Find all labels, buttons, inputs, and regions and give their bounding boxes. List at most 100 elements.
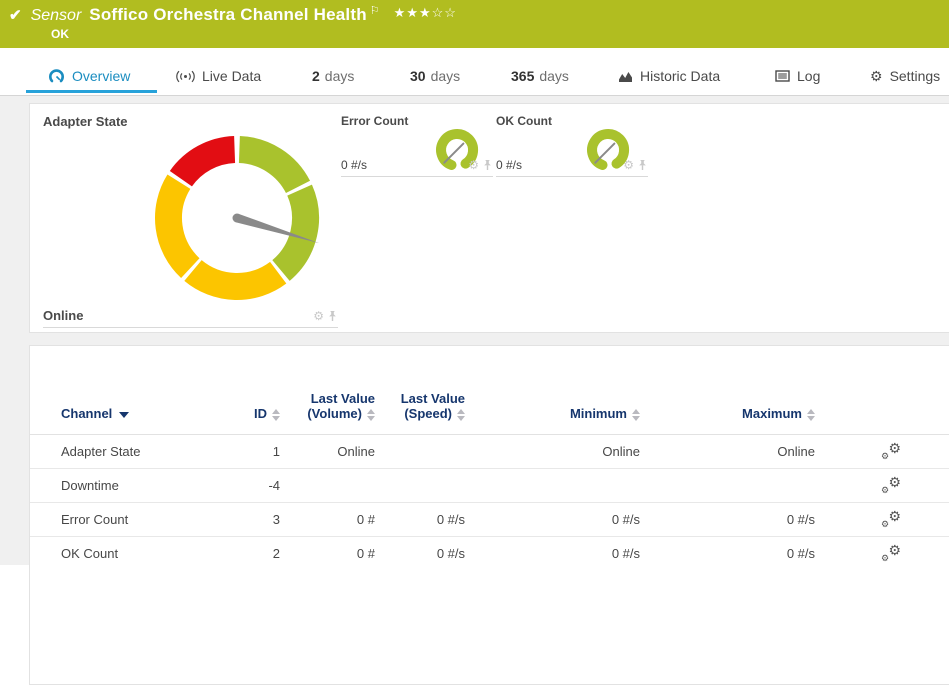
gauges-panel: Adapter State Online ⚙ Error Count 0 #/s… bbox=[29, 103, 949, 333]
column-header-id[interactable]: ID bbox=[245, 346, 280, 435]
gauge-current-value: 0 #/s bbox=[496, 158, 523, 172]
tab-settings[interactable]: ⚙ Settings bbox=[870, 63, 940, 89]
tab-overview[interactable]: Overview bbox=[48, 63, 130, 89]
table-header-row: Channel ID Last Value (Volume) Last Value… bbox=[30, 346, 949, 435]
cell-last-volume: Online bbox=[337, 444, 375, 459]
tab-label: Live Data bbox=[202, 68, 262, 84]
channels-table: Channel ID Last Value (Volume) Last Value… bbox=[30, 346, 949, 570]
cell-last-speed bbox=[375, 435, 465, 469]
gauge-title: OK Count bbox=[496, 114, 552, 128]
cell-minimum: 0 #/s bbox=[611, 512, 640, 527]
sort-icon bbox=[272, 408, 280, 421]
gauge-current-value: 0 #/s bbox=[341, 158, 368, 172]
tab-number: 30 bbox=[410, 68, 426, 84]
cell-maximum bbox=[640, 469, 815, 503]
table-row: OK Count 2 0 # 0 #/s 0 #/s 0 #/s ⚙ ⚙ bbox=[30, 536, 949, 571]
content-area: Adapter State Online ⚙ Error Count 0 #/s… bbox=[0, 96, 949, 685]
gear-icon[interactable]: ⚙ bbox=[623, 158, 634, 172]
sort-icon bbox=[632, 408, 640, 421]
cell-channel: Downtime bbox=[61, 478, 119, 493]
cell-last-volume: 0 # bbox=[356, 512, 375, 527]
sort-desc-icon bbox=[119, 411, 130, 418]
log-icon bbox=[775, 70, 790, 82]
tab-bar: Overview Live Data 2 days 30 days 365 da… bbox=[0, 48, 949, 96]
tab-365-days[interactable]: 365 days bbox=[511, 63, 569, 89]
tab-live-data[interactable]: Live Data bbox=[176, 63, 261, 89]
channels-table-panel: Channel ID Last Value (Volume) Last Value… bbox=[29, 345, 949, 685]
channel-settings-icon[interactable]: ⚙ ⚙ bbox=[881, 473, 901, 495]
tab-label: Overview bbox=[72, 68, 131, 84]
cell-last-speed: 0 #/s bbox=[436, 546, 465, 561]
tab-label: days bbox=[539, 68, 569, 84]
active-tab-underline bbox=[26, 90, 157, 93]
sensor-status-header: ✔ Sensor Soffico Orchestra Channel Healt… bbox=[0, 0, 949, 48]
cell-last-volume bbox=[280, 469, 375, 503]
column-header-last-value-volume[interactable]: Last Value (Volume) bbox=[307, 391, 375, 421]
tab-30-days[interactable]: 30 days bbox=[410, 63, 460, 89]
gauge-title: Adapter State bbox=[43, 114, 128, 129]
cell-id: 2 bbox=[272, 546, 280, 561]
table-row: Error Count 3 0 # 0 #/s 0 #/s 0 #/s ⚙ ⚙ bbox=[30, 502, 949, 537]
stars-empty: ☆☆ bbox=[431, 5, 457, 20]
cell-last-speed bbox=[375, 469, 465, 503]
live-data-icon bbox=[176, 70, 195, 83]
gauge-current-value: Online bbox=[43, 308, 84, 323]
column-header-channel[interactable]: Channel bbox=[30, 346, 245, 435]
column-header-actions bbox=[815, 346, 949, 435]
pin-icon[interactable] bbox=[327, 310, 338, 322]
tab-number: 365 bbox=[511, 68, 535, 84]
tab-log[interactable]: Log bbox=[775, 63, 820, 89]
status-check-icon: ✔ bbox=[9, 7, 22, 24]
gauge-title: Error Count bbox=[341, 114, 409, 128]
page-title: Soffico Orchestra Channel Health bbox=[89, 5, 367, 24]
cell-last-volume: 0 # bbox=[356, 546, 375, 561]
cell-id: 1 bbox=[272, 444, 280, 459]
column-header-last-value-speed[interactable]: Last Value (Speed) bbox=[400, 391, 465, 421]
cell-maximum: Online bbox=[777, 444, 815, 459]
tab-label: days bbox=[430, 68, 461, 84]
column-header-minimum[interactable]: Minimum bbox=[465, 346, 640, 435]
gauge-cell-ok-count: OK Count 0 #/s ⚙ bbox=[496, 114, 648, 177]
cell-maximum: 0 #/s bbox=[786, 512, 815, 527]
gauge-cell-adapter-state: Adapter State Online ⚙ bbox=[43, 114, 338, 328]
gear-icon[interactable]: ⚙ bbox=[468, 158, 479, 172]
sort-icon bbox=[457, 408, 465, 421]
flag-icon[interactable]: ⚐ bbox=[369, 5, 380, 17]
sort-icon bbox=[367, 408, 375, 421]
cell-id: -4 bbox=[268, 478, 280, 493]
cell-minimum: Online bbox=[602, 444, 640, 459]
tab-label: days bbox=[324, 68, 355, 84]
tab-2-days[interactable]: 2 days bbox=[312, 63, 354, 89]
sort-icon bbox=[807, 408, 815, 421]
pin-icon[interactable] bbox=[482, 159, 493, 171]
tab-historic-data[interactable]: Historic Data bbox=[618, 63, 720, 89]
cell-channel: OK Count bbox=[61, 546, 119, 561]
gear-icon[interactable]: ⚙ bbox=[313, 308, 324, 323]
cell-channel: Error Count bbox=[61, 512, 129, 527]
channel-settings-icon[interactable]: ⚙ ⚙ bbox=[881, 541, 901, 563]
cell-minimum bbox=[465, 469, 640, 503]
priority-stars[interactable]: ★★★☆☆ bbox=[394, 5, 457, 21]
channel-settings-icon[interactable]: ⚙ ⚙ bbox=[881, 507, 901, 529]
status-badge: OK bbox=[51, 27, 69, 41]
tab-label: Historic Data bbox=[640, 68, 721, 84]
gear-icon: ⚙ bbox=[870, 67, 883, 84]
cell-id: 3 bbox=[272, 512, 280, 527]
error-count-gauge bbox=[436, 129, 479, 170]
table-row: Adapter State 1 Online Online Online ⚙ ⚙ bbox=[30, 434, 949, 469]
object-kind-label: Sensor bbox=[30, 7, 82, 24]
cell-last-speed: 0 #/s bbox=[436, 512, 465, 527]
tab-label: Log bbox=[797, 68, 821, 84]
cell-channel: Adapter State bbox=[61, 444, 141, 459]
table-row: Downtime -4 ⚙ ⚙ bbox=[30, 468, 949, 503]
ok-count-gauge bbox=[587, 129, 630, 170]
tab-label: Settings bbox=[889, 68, 941, 84]
pin-icon[interactable] bbox=[637, 159, 648, 171]
channel-settings-icon[interactable]: ⚙ ⚙ bbox=[881, 439, 901, 461]
gauge-icon bbox=[48, 68, 65, 84]
historic-chart-icon bbox=[618, 70, 633, 83]
column-header-maximum[interactable]: Maximum bbox=[640, 346, 815, 435]
cell-maximum: 0 #/s bbox=[786, 546, 815, 561]
adapter-state-gauge bbox=[155, 136, 320, 300]
gauge-cell-error-count: Error Count 0 #/s ⚙ bbox=[341, 114, 493, 177]
